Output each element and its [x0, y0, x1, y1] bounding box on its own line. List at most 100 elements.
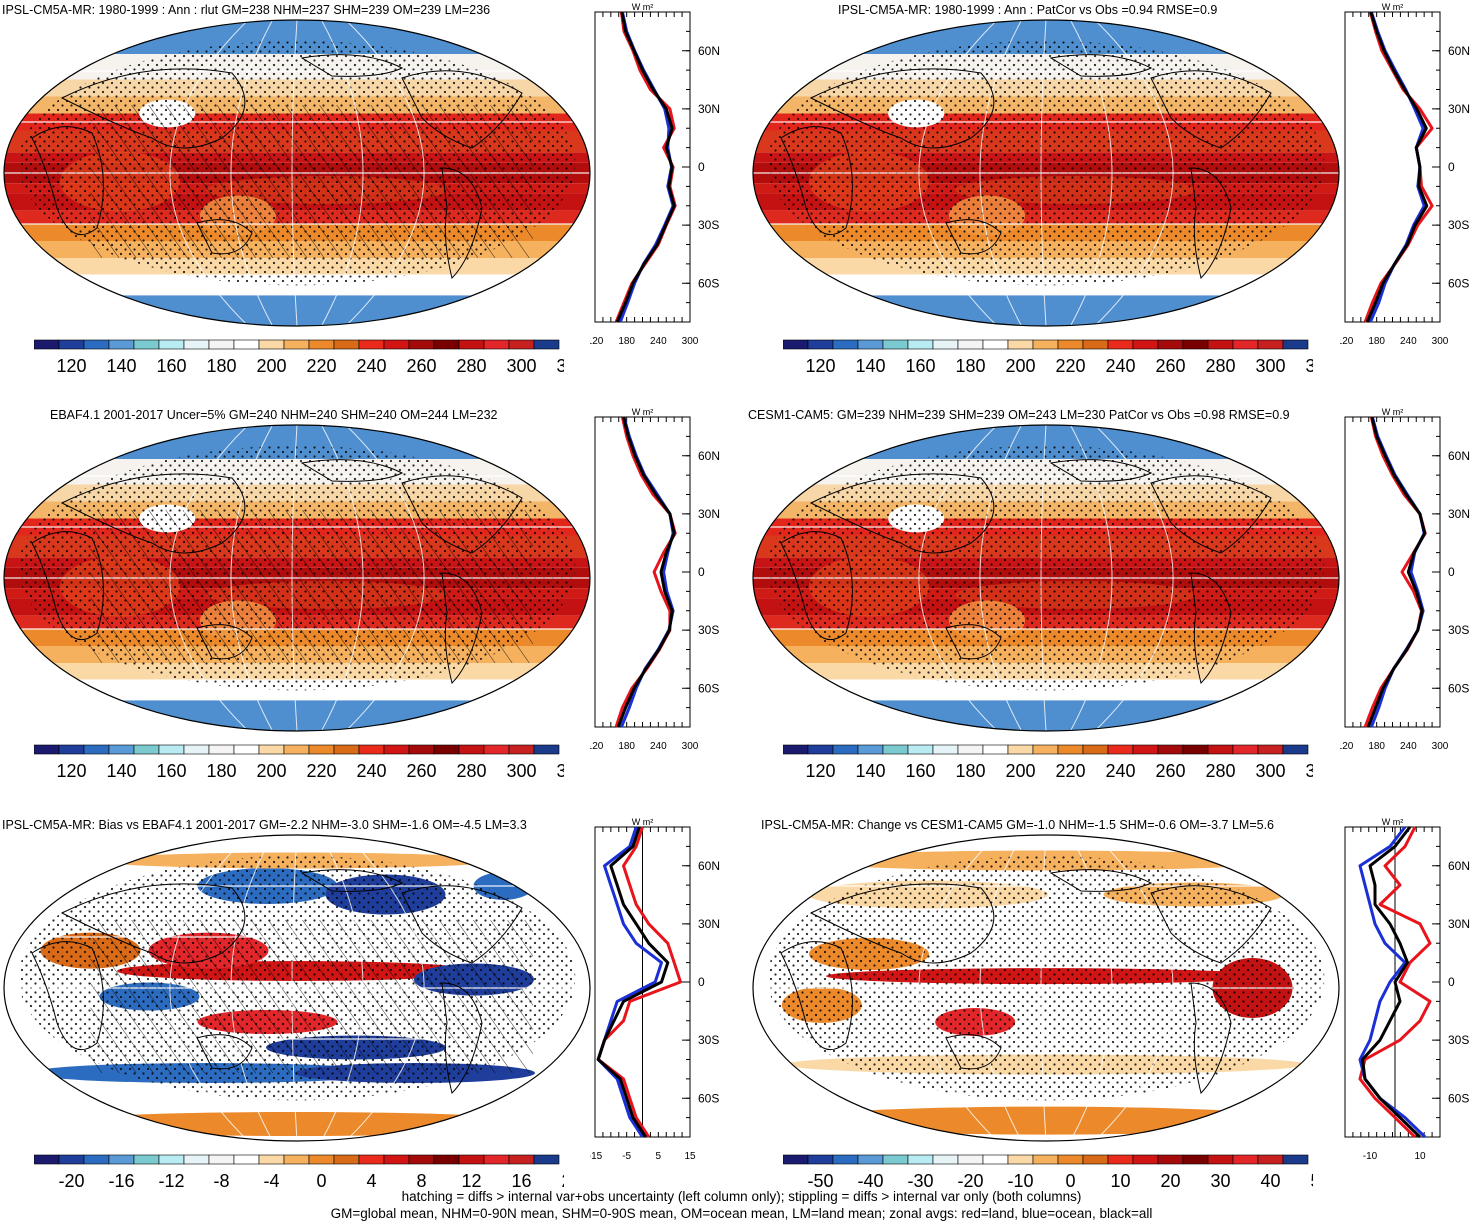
colorbar-swatch	[183, 339, 210, 350]
colorbar-tick-label: 240	[1105, 356, 1135, 376]
y-tick-label: 30S	[1448, 623, 1469, 637]
colorbar-swatch	[1282, 339, 1309, 350]
colorbar-tick-label: 40	[1260, 1171, 1280, 1191]
colorbar-swatch	[483, 339, 510, 350]
graticule-lon	[230, 20, 274, 326]
continent-outline	[1190, 167, 1232, 279]
colorbar-swatch	[832, 1154, 859, 1165]
colorbar-swatch	[108, 1154, 135, 1165]
colorbar-swatch	[1082, 339, 1109, 350]
colorbar-swatch	[358, 339, 385, 350]
colorbar-swatch	[208, 1154, 235, 1165]
panel-title: EBAF4.1 2001-2017 Uncer=5% GM=240 NHM=24…	[50, 408, 498, 422]
colorbar-swatch	[1232, 744, 1259, 755]
colorbar-swatch	[34, 1154, 60, 1165]
all-zonal-line	[615, 11, 676, 323]
continent-outline	[1049, 869, 1153, 892]
colorbar-swatch	[1007, 1154, 1034, 1165]
y-tick-label: 0	[698, 565, 705, 579]
colorbar-swatch	[1207, 339, 1234, 350]
colorbar-swatch	[208, 744, 235, 755]
graticule-lon	[918, 425, 998, 731]
colorbar-swatch	[433, 1154, 460, 1165]
continent-outline	[60, 883, 246, 964]
zonal-mean-plot: W m² 60N 30N 0 30S 60S -15 -5 5 15	[590, 817, 720, 1162]
colorbar-swatch	[58, 744, 85, 755]
colorbar-tick-label: -20	[957, 1171, 983, 1191]
colorbar-swatch	[133, 339, 160, 350]
colorbar-swatch	[907, 744, 934, 755]
colorbar-swatch	[308, 339, 335, 350]
colorbar-swatch	[1157, 744, 1184, 755]
colorbar-tick-label: 4	[366, 1171, 376, 1191]
colorbar-swatch	[1232, 1154, 1259, 1165]
colorbar-swatch	[408, 339, 435, 350]
colorbar: 120 140 160 180 200 220 240 260 280 300 320	[783, 339, 1313, 376]
colorbar-swatch	[34, 339, 60, 350]
continent-outline	[31, 941, 104, 1051]
colorbar-tick-label: 140	[855, 356, 885, 376]
x-tick-label: 5	[656, 1151, 662, 1162]
colorbar-tick-label: 240	[1105, 761, 1135, 781]
colorbar-swatch	[1132, 744, 1159, 755]
colorbar-swatch	[58, 339, 85, 350]
graticule-lon	[169, 425, 249, 731]
y-tick-label: 30N	[698, 102, 720, 116]
map-border	[3, 834, 591, 1142]
colorbar-swatch	[233, 339, 260, 350]
continent-outline	[300, 54, 404, 77]
colorbar-swatch	[783, 744, 809, 755]
x-tick-label: 15	[684, 1151, 696, 1162]
colorbar-swatch	[1032, 1154, 1059, 1165]
colorbar-swatch	[1107, 744, 1134, 755]
colorbar-tick-label: 180	[206, 761, 236, 781]
colorbar-swatch	[832, 744, 859, 755]
map	[3, 834, 591, 1142]
continent-outline	[300, 869, 404, 892]
y-tick-label: 30S	[698, 1033, 719, 1047]
continent-outline	[1049, 459, 1153, 482]
colorbar-tick-label: 200	[1005, 356, 1035, 376]
graticule-lon	[918, 20, 998, 326]
colorbar-tick-label: 240	[356, 761, 386, 781]
colorbar-tick-label: 30	[1210, 1171, 1230, 1191]
continent-outline	[1190, 982, 1232, 1094]
colorbar-swatch	[1057, 744, 1084, 755]
colorbar-swatch	[932, 744, 959, 755]
panel-title: IPSL-CM5A-MR: Change vs CESM1-CAM5 GM=-1…	[761, 818, 1275, 832]
colorbar-swatch	[58, 1154, 85, 1165]
colorbar-tick-label: 160	[905, 761, 935, 781]
colorbar-swatch	[383, 744, 410, 755]
colorbar-tick-label: 320	[1305, 761, 1313, 781]
graticule-lon	[345, 425, 425, 731]
colorbar-swatch	[957, 744, 984, 755]
colorbar-swatch	[807, 744, 834, 755]
colorbar-tick-label: 180	[206, 356, 236, 376]
x-tick-label: 180	[618, 741, 635, 752]
panel-bias: IPSL-CM5A-MR: Bias vs EBAF4.1 2001-2017 …	[0, 815, 740, 1195]
colorbar-tick-label: -20	[58, 1171, 84, 1191]
continent-outline	[441, 167, 483, 279]
colorbar-tick-label: 16	[511, 1171, 531, 1191]
zonal-mean-plot: W m² 60N 30N 0 30S 60S -10 10	[1344, 817, 1470, 1162]
colorbar-tick-label: 0	[316, 1171, 326, 1191]
colorbar-tick-label: 280	[1205, 356, 1235, 376]
land-zonal-line	[1363, 11, 1434, 323]
colorbar-swatch	[1282, 1154, 1309, 1165]
continent-outline	[1049, 54, 1153, 77]
x-tick-label: 300	[1432, 336, 1449, 347]
panel-rlut-ipsl: IPSL-CM5A-MR: 1980-1999 : Ann : rlut GM=…	[0, 0, 740, 390]
x-tick-label: 180	[1368, 336, 1385, 347]
colorbar-tick-label: 160	[905, 356, 935, 376]
continent-outline	[300, 459, 404, 482]
colorbar-swatch	[783, 339, 809, 350]
colorbar-tick-label: 320	[556, 356, 564, 376]
y-tick-label: 0	[698, 975, 705, 989]
colorbar-swatch	[907, 1154, 934, 1165]
x-tick-label: 180	[618, 336, 635, 347]
colorbar-swatch	[932, 1154, 959, 1165]
land-zonal-line	[1358, 826, 1432, 1139]
zonal-units: W m²	[1382, 407, 1404, 417]
y-tick-label: 30N	[698, 917, 720, 931]
continent-outline	[401, 70, 523, 149]
